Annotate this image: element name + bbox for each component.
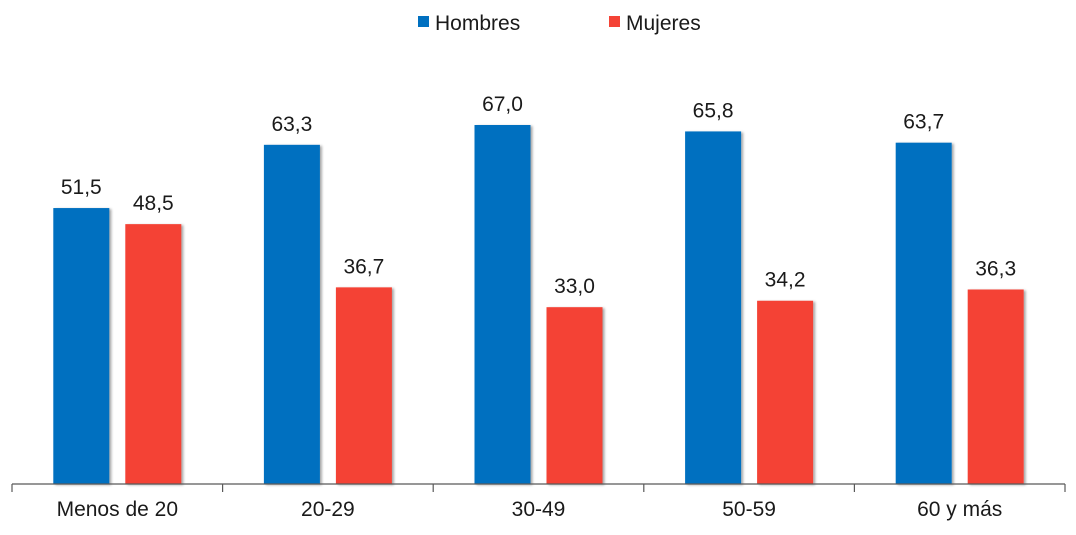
data-label-mujeres-20-29: 36,7 <box>343 255 384 278</box>
data-label-hombres-60-y-mas: 63,7 <box>903 111 944 134</box>
legend-swatch-mujeres <box>609 16 620 27</box>
bar-hombres-menos-de-20 <box>53 208 110 484</box>
bar-mujeres-30-49 <box>546 307 603 484</box>
bar-hombres-50-59 <box>685 131 742 484</box>
bar-mujeres-50-59 <box>757 300 814 484</box>
x-tick-label-menos-de-20: Menos de 20 <box>57 498 178 521</box>
x-tick-label-50-59: 50-59 <box>722 498 776 521</box>
data-label-hombres-30-49: 67,0 <box>482 93 523 116</box>
data-label-mujeres-50-59: 34,2 <box>765 269 806 292</box>
data-label-hombres-20-29: 63,3 <box>271 113 312 136</box>
bar-hombres-30-49 <box>474 125 531 484</box>
legend-swatch-hombres <box>418 16 429 27</box>
data-label-mujeres-30-49: 33,0 <box>554 275 595 298</box>
legend-label-mujeres: Mujeres <box>626 12 701 35</box>
bar-mujeres-menos-de-20 <box>125 224 182 484</box>
x-axis: Menos de 20 20-29 30-49 50-59 60 y más <box>11 483 1066 521</box>
x-tick-label-30-49: 30-49 <box>512 498 566 521</box>
x-tick-label-20-29: 20-29 <box>301 498 355 521</box>
data-label-mujeres-menos-de-20: 48,5 <box>133 192 174 215</box>
bar-hombres-20-29 <box>263 144 320 484</box>
bar-mujeres-60-y-mas <box>967 289 1024 484</box>
legend-label-hombres: Hombres <box>435 12 520 35</box>
bars-group: 51,5 48,5 63,3 36,7 67,0 33,0 65,8 34,2 63,7 36,3 <box>53 93 1024 485</box>
legend: Hombres Mujeres <box>418 12 701 35</box>
bar-hombres-60-y-mas <box>895 142 952 485</box>
data-label-hombres-menos-de-20: 51,5 <box>61 176 102 199</box>
data-label-mujeres-60-y-mas: 36,3 <box>975 257 1016 280</box>
x-tick-label-60-y-mas: 60 y más <box>917 498 1002 521</box>
data-label-hombres-50-59: 65,8 <box>693 99 734 122</box>
bar-mujeres-20-29 <box>335 287 392 484</box>
